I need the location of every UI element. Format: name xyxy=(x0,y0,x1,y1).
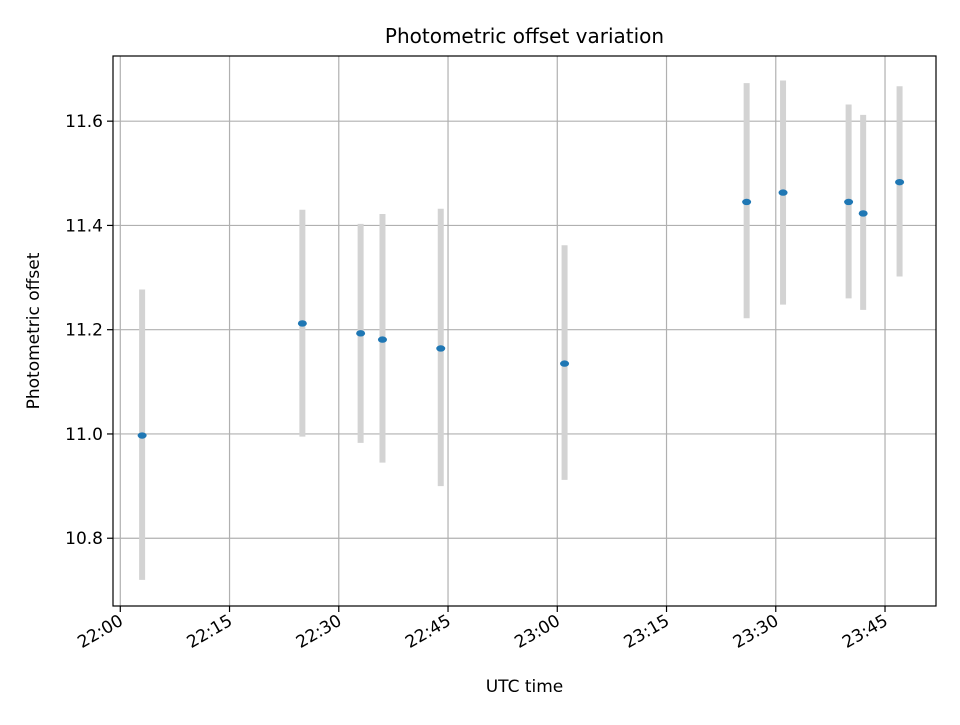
data-point xyxy=(356,330,366,337)
plot-frame xyxy=(112,55,937,607)
data-point xyxy=(895,178,905,186)
data-point xyxy=(742,198,752,206)
data-point xyxy=(560,360,570,367)
y-tick-label: 11.4 xyxy=(65,216,103,236)
x-tick-label: 23:00 xyxy=(511,611,563,653)
data-point xyxy=(436,345,446,352)
data-point xyxy=(137,432,147,439)
x-tick-label: 23:15 xyxy=(621,611,673,653)
y-axis-label: Photometric offset xyxy=(24,252,44,409)
data-point xyxy=(377,336,387,343)
x-tick-label: 22:15 xyxy=(184,611,236,653)
x-tick-label: 23:45 xyxy=(839,611,891,653)
x-tick-label: 22:00 xyxy=(74,611,126,653)
data-points xyxy=(137,178,905,439)
grid-lines xyxy=(113,56,936,606)
data-point xyxy=(844,198,854,206)
data-point xyxy=(778,189,788,196)
y-tick-label: 11.0 xyxy=(65,425,103,445)
y-tick-label: 11.2 xyxy=(65,321,103,341)
chart-title: Photometric offset variation xyxy=(385,24,664,48)
data-point xyxy=(297,320,307,327)
data-point xyxy=(858,210,868,217)
x-tick-label: 22:45 xyxy=(402,611,454,653)
x-axis-ticks: 22:00 22:15 22:30 22:45 23:00 23:15 23:30 23:45 xyxy=(74,606,892,653)
x-tick-label: 23:30 xyxy=(730,611,782,653)
y-tick-label: 10.8 xyxy=(65,529,103,549)
x-axis-label: UTC time xyxy=(486,677,564,697)
x-tick-label: 22:30 xyxy=(293,611,345,653)
y-axis-ticks: 10.8 11.0 11.2 11.4 11.6 xyxy=(65,112,113,549)
y-tick-label: 11.6 xyxy=(65,112,103,132)
